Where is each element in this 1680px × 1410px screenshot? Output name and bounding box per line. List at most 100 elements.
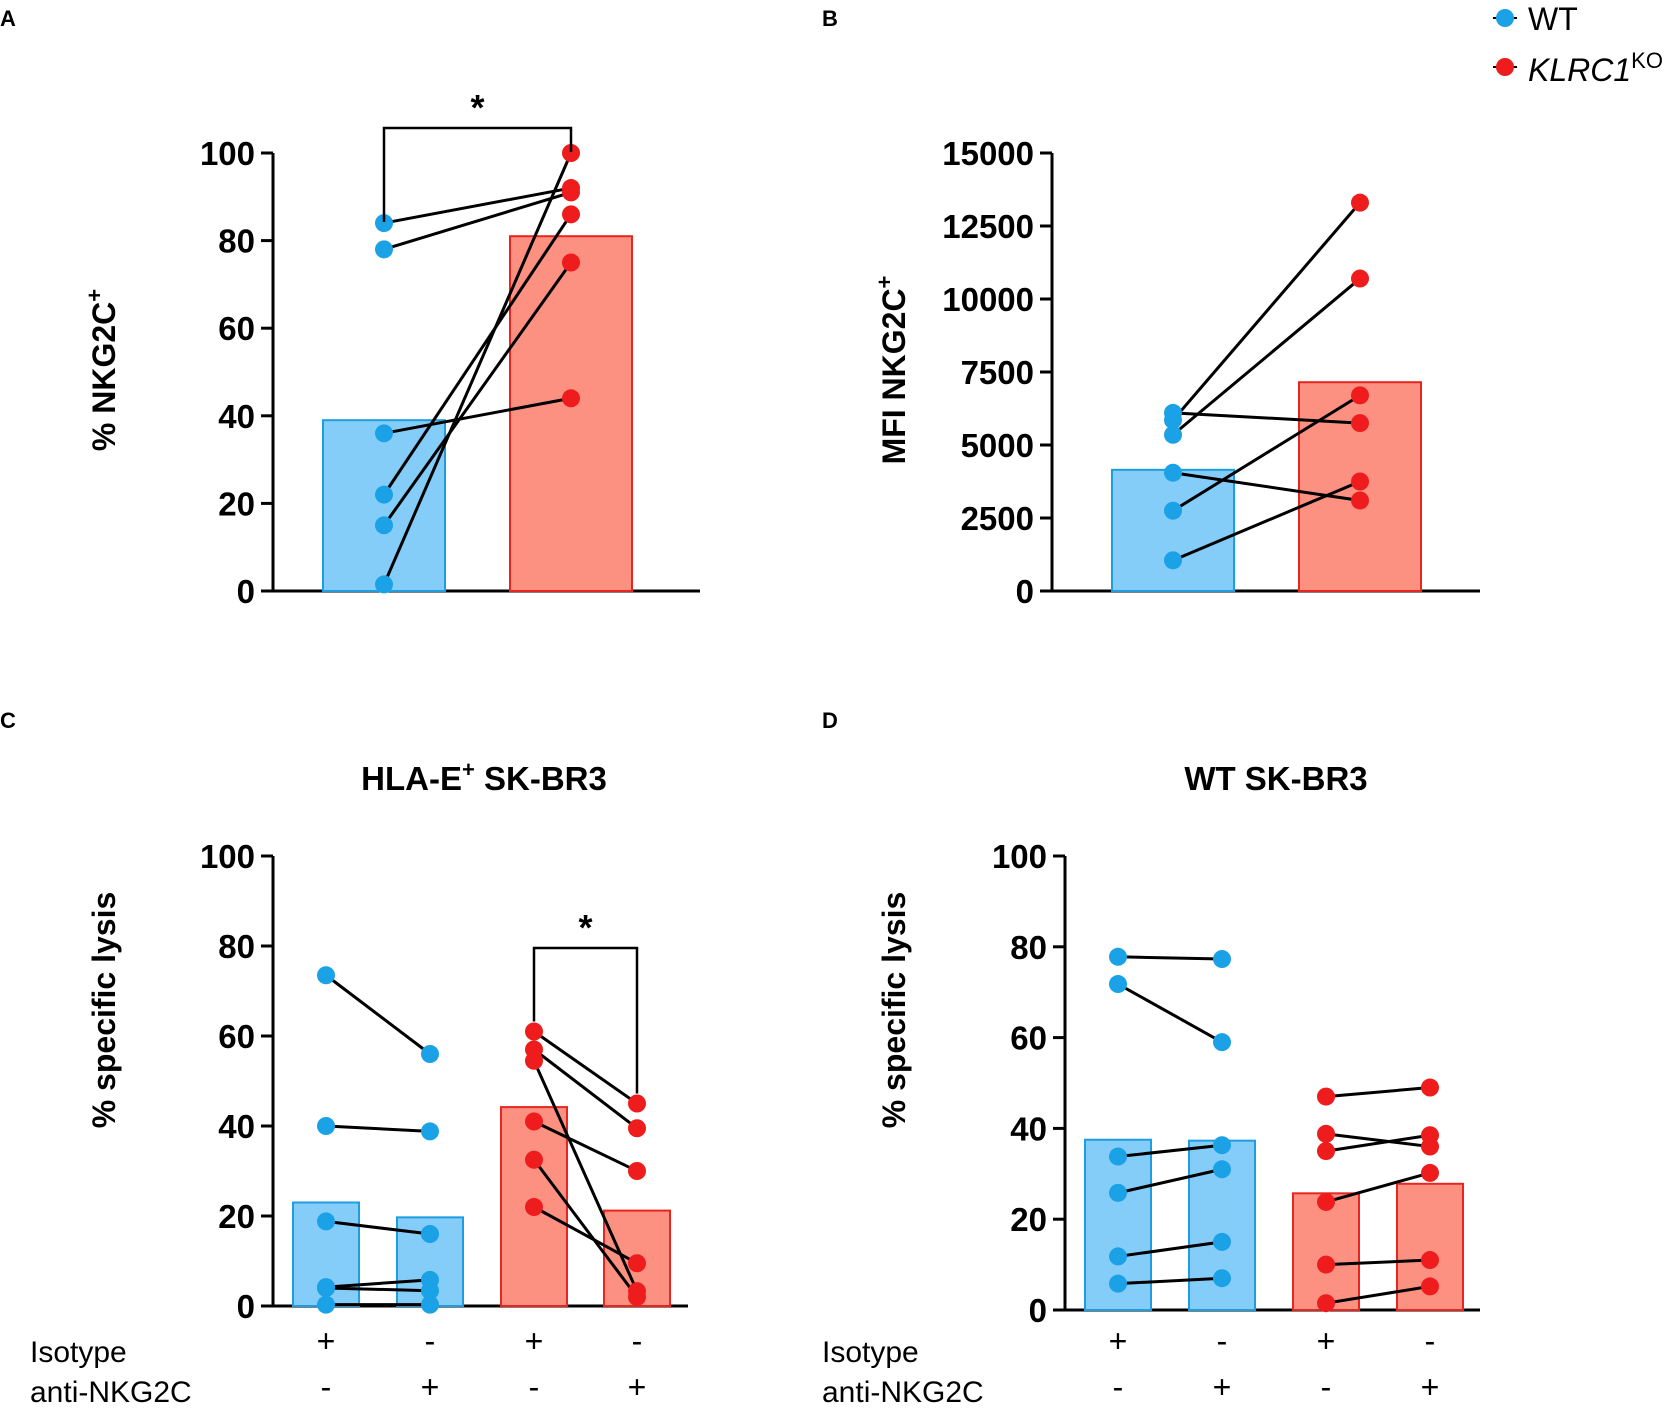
panel-b-pair-line [1172,277,1361,436]
panel-b-point [1351,414,1369,433]
panel-a-point [562,253,580,272]
panel-a-pair-line [383,190,572,251]
panel-d-point [1317,1294,1335,1313]
panel-d-y-tick-label: 20 [1010,1201,1047,1238]
panel-b-y-tick-label: 10000 [942,281,1034,318]
panel-a-point [375,214,393,233]
legend-ko-dot [1496,58,1514,76]
panel-a-ylabel: % NKG2C+ [82,289,122,451]
panel-d-point [1317,1087,1335,1106]
legend-ko-sup: KO [1631,48,1663,73]
panel-c-pair-line [325,1286,431,1293]
panel-d-anti-label: anti-NKG2C [822,1376,984,1409]
panel-d-point [1213,1269,1231,1288]
panel-c-point [628,1094,646,1113]
panel-b-point [1351,472,1369,491]
panel-b-pair-line [1172,480,1361,562]
panel-a-pair-line [383,186,572,225]
panel-d-y-tick-label: 40 [1010,1110,1047,1147]
panel-c-anti-sign: + [628,1369,647,1405]
plot-layer: 020406080100*025005000750010000125001500… [200,87,1480,1405]
panel-d-point [1213,1232,1231,1251]
panel-b-y-tick-label: 7500 [961,354,1034,391]
panel-d-pair-line [1325,1171,1431,1204]
panel-c-anti-sign: - [321,1369,332,1405]
panel-c-isotype-sign: + [317,1323,336,1359]
panel-d-point [1317,1142,1335,1161]
panel-a-ylabel-sup: + [82,289,107,302]
panel-d-pair-line [1325,1284,1431,1305]
panel-d-point [1109,1147,1127,1166]
panel-d-isotype-sign: + [1317,1323,1336,1359]
panel-d-point [1109,1247,1127,1266]
panel-a-point [375,424,393,443]
panel-d-title: WT SK-BR3 [1184,760,1367,797]
panel-d-pair-line [1325,1258,1431,1267]
panel-d-pair-line [1325,1132,1431,1149]
panel-c-point [317,1212,335,1231]
panel-c-pair-line [325,1219,431,1236]
panel-d-isotype-sign: - [1425,1323,1436,1359]
panel-d-point [1213,1033,1231,1052]
panel-a-point [375,516,393,535]
panel-d-point [1421,1163,1439,1182]
panel-a-y-tick-label: 100 [200,135,255,172]
panel-d-y-tick-label: 0 [1029,1292,1047,1329]
panel-d-point [1421,1126,1439,1145]
panel-d-pair-line [1117,955,1223,961]
panel-a-y-tick-label: 60 [218,310,255,347]
panel-d-point [1213,1160,1231,1179]
panel-c-pair-line [533,1205,638,1265]
panel-c-pair-line [533,1048,638,1130]
panel-c-ylabel: % specific lysis [86,892,122,1129]
panel-b-point [1351,269,1369,288]
panel-b-point [1351,386,1369,405]
legend: WT KLRC1KO [1493,1,1663,88]
panel-c-title-rest: SK-BR3 [475,760,607,797]
panel-b-ylabel: MFI NKG2C+ [872,276,912,465]
panel-d-point [1421,1251,1439,1270]
panel-c-y-tick-label: 40 [218,1108,255,1145]
panel-c-title: HLA-E+ SK-BR3 [361,757,607,797]
panel-d-y-tick-label: 60 [1010,1020,1047,1057]
legend-ko-main: KLRC1 [1528,52,1631,88]
panel-b-pair-line [1171,201,1362,422]
panel-c-point [421,1045,439,1063]
panel-letter-d: D [822,708,838,733]
panel-c-point [628,1288,646,1306]
panel-a-point [562,144,580,162]
panel-letter-c: C [0,708,16,733]
panel-a-point [562,183,580,202]
panel-a-ylabel-main: % NKG2C [86,302,122,451]
panel-d-anti-sign: + [1421,1369,1440,1405]
legend-wt-label: WT [1528,1,1578,37]
panel-letter-a: A [0,6,16,31]
panel-a-point [375,240,393,259]
panel-d-isotype-label: Isotype [822,1336,919,1369]
panel-c-pair-line [325,1278,431,1289]
panel-d-point [1317,1255,1335,1274]
panel-a-y-tick-label: 20 [218,485,255,522]
panel-c-point [525,1051,543,1070]
panel-c-pair-line [325,1124,431,1133]
panel-c-isotype-label: Isotype [30,1336,127,1369]
panel-a-bar-ko [509,235,633,592]
panel-c-point [525,1198,543,1216]
panel-d-point [1421,1277,1439,1296]
panel-d-point [1213,1136,1231,1155]
panel-c-point [421,1295,439,1314]
panel-d-pair-line [1325,1133,1431,1153]
panel-d-point [1213,950,1231,969]
panel-b-pair-line [1172,394,1361,512]
panel-b-ylabel-sup: + [872,276,897,289]
panel-a-point [375,575,393,594]
panel-c-point [317,966,335,985]
panel-d-y-tick-label: 80 [1010,929,1047,966]
panel-d-point [1109,1274,1127,1293]
panel-d-ylabel: % specific lysis [876,892,912,1129]
panel-c-pair-line [325,974,431,1056]
panel-d-pair-line [1117,1240,1223,1258]
panel-b-point [1351,193,1369,212]
panel-b-pair-line [1172,411,1361,425]
panel-b-bar-wt [1111,468,1235,593]
